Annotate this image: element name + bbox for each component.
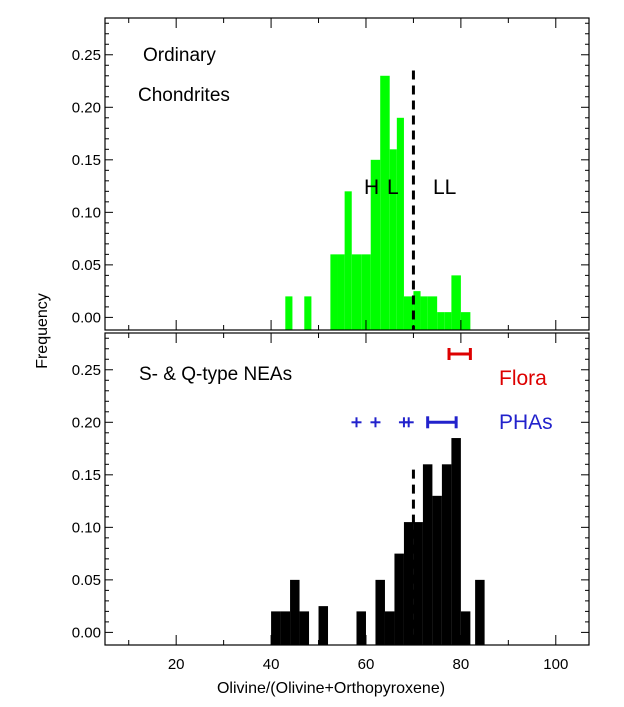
bottom-bar [384,611,395,645]
pha-point [351,417,362,428]
bottom-panel: 0.00 0.05 0.10 0.15 0.20 0.25 20 40 60 80 100 S- &… [72,332,590,673]
pha-point [403,417,414,428]
bottom-bar [394,553,404,645]
top-bar [330,254,338,330]
top-plot-frame [104,17,590,331]
top-annotation-h: H [364,176,379,199]
bottom-bars [271,438,485,645]
bottom-bar [271,611,281,645]
top-bar [344,191,352,330]
top-bar [451,275,461,330]
top-bar [337,254,345,330]
bottom-annotation-neas: S- & Q-type NEAs [139,364,292,385]
bottom-bar [460,611,471,645]
top-bar [361,254,371,330]
bottom-bar [451,438,461,645]
bottom-bar [475,579,485,645]
top-annotation-l: L [387,176,399,199]
bottom-xtick-label: 20 [168,656,185,673]
pha-range-bar [426,416,458,429]
y-axis-label: Frequency [34,293,51,369]
top-bar [285,296,293,330]
bottom-bar [318,606,329,645]
pha-markers [351,417,414,428]
bottom-ytick-label: 0.25 [72,362,101,379]
top-annotation-ordinary: Ordinary [143,45,216,66]
bottom-xtick-label: 80 [453,656,470,673]
bottom-ticks: 0.00 0.05 0.10 0.15 0.20 0.25 20 40 60 80 100 [72,333,589,673]
top-ytick-label: 0.20 [72,99,101,116]
bottom-xtick-label: 60 [358,656,375,673]
flora-range-bar [447,348,472,361]
bottom-bar [299,611,310,645]
top-annotation-ll: LL [433,176,456,199]
bottom-bar [375,579,385,645]
bottom-ytick-label: 0.00 [72,624,101,641]
top-bar [437,312,445,330]
top-panel: 0.00 0.05 0.10 0.15 0.20 0.25 Ordinary Chondr… [72,17,590,331]
top-bar [396,117,404,331]
bottom-bar [280,611,291,645]
top-bar [460,312,471,330]
pha-label: PHAs [499,411,553,434]
bottom-xtick-label: 40 [263,656,280,673]
bottom-ytick-label: 0.10 [72,519,101,536]
top-ytick-label: 0.00 [72,309,101,326]
top-bar [403,296,414,330]
top-bar [389,149,397,330]
top-ytick-label: 0.25 [72,47,101,64]
bottom-bar [413,522,423,645]
bottom-ytick-label: 0.20 [72,414,101,431]
top-bar [380,75,390,331]
flora-label: Flora [499,367,547,390]
top-bar [444,312,452,330]
top-bar [427,296,438,330]
bottom-bar [290,579,300,645]
x-axis-label: Olivine/(Olivine+Orthopyroxene) [217,680,445,697]
bottom-bar [356,611,366,645]
top-annotation-chondrites: Chondrites [138,85,230,106]
bottom-bar [432,495,442,645]
top-bar [420,296,428,330]
top-bar [413,291,421,330]
top-bar [370,159,381,330]
top-ytick-label: 0.15 [72,152,101,169]
bottom-bar [422,464,433,645]
bottom-xtick-label: 100 [543,656,568,673]
bottom-bar [403,522,414,645]
top-ytick-label: 0.10 [72,204,101,221]
top-ytick-label: 0.05 [72,257,101,274]
bottom-ytick-label: 0.05 [72,572,101,589]
top-bar [304,296,312,330]
top-bars [285,75,471,331]
bottom-plot-frame [104,332,590,646]
top-bar [351,254,362,330]
top-ticks: 0.00 0.05 0.10 0.15 0.20 0.25 [72,18,589,330]
bottom-bar [441,464,452,645]
bottom-ytick-label: 0.15 [72,467,101,484]
pha-point [370,417,381,428]
